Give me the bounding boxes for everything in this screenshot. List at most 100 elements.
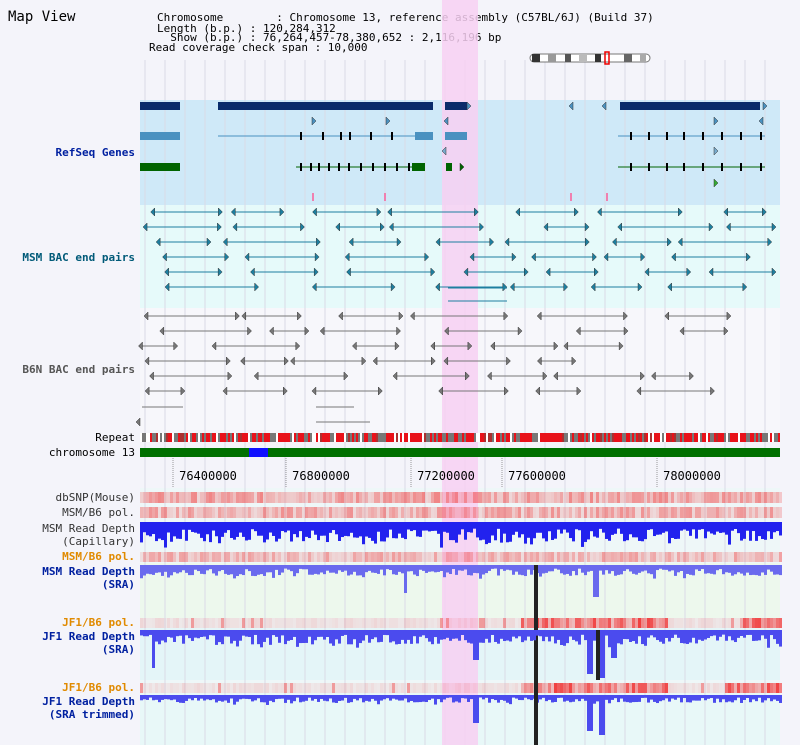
msm-bac-pair-end [531,252,536,262]
msm-pol2-cell [326,552,329,562]
jf1-trim-depth-bar [434,695,437,705]
msm-pol-cell [341,507,344,518]
jf1-trim-depth-bar [515,695,518,699]
msm-capillary-depth-bar [533,522,536,539]
gene-arrow [713,116,719,126]
repeat-segment [242,433,244,442]
msm-capillary-depth-bar [299,522,302,532]
repeat-segment [484,433,486,442]
msm-bac-pair-end [250,267,255,277]
jf1-trim-depth-bar [482,695,485,700]
msm-pol2-cell [299,552,302,562]
jf1-pol2-cell [188,683,191,693]
jf1-trim-depth-bar [185,695,188,701]
jf1-trim-depth-bar [197,695,200,701]
msm-pol2-cell [578,552,581,562]
dbsnp-cell [641,492,644,503]
jf1-sra-depth-bar [569,630,572,637]
dbsnp-cell [491,492,494,503]
jf1-pol-cell [296,618,299,628]
jf1-trim-depth-bar [281,695,284,699]
repeat-segment [746,433,748,442]
repeat-segment [726,433,728,442]
jf1-trim-depth-bar [734,695,737,701]
jf1-pol-cell [380,618,383,628]
msm-pol2-cell [515,552,518,562]
jf1-pol-cell [476,618,479,628]
gene-arrow [443,116,449,126]
msm-pol2-cell [287,552,290,562]
jf1-trim-depth-bar [293,695,296,702]
msm-capillary-depth-bar [632,522,635,538]
dbsnp-cell [626,492,629,503]
msm-pol2-cell [368,552,371,562]
jf1-pol-cell [710,618,713,628]
msm-pol-cell [620,507,623,518]
jf1-pol-cell [287,618,290,628]
msm-pol2-cell [536,552,539,562]
dbsnp-cell [725,492,728,503]
msm-pol-cell [146,507,149,518]
msm-sra-depth-bar [749,565,752,576]
msm-pol2-cell [365,552,368,562]
msm-pol-cell [779,507,782,518]
msm-sra-depth-bar [455,565,458,575]
jf1-trim-depth-bar [761,695,764,703]
jf1-pol2-cell [737,683,740,693]
msm-pol2-cell [647,552,650,562]
msm-sra-depth-bar [503,565,506,571]
msm-sra-depth-bar [140,565,143,579]
repeat-segment [584,433,586,442]
msm-pol2-cell [248,552,251,562]
dbsnp-cell [761,492,764,503]
repeat-segment [156,433,158,442]
msm-sra-depth-bar [404,565,407,593]
dbsnp-cell [683,492,686,503]
refseq-exon [391,132,393,140]
jf1-pol-cell [215,618,218,628]
jf1-pol2-cell [332,683,335,693]
jf1-pol2-cell [764,683,767,693]
jf1-trim-depth-bar [410,695,413,701]
msm-bac-pair-end [244,252,250,262]
jf1-pol2-cell [512,683,515,693]
jf1-sra-depth-bar [275,630,278,637]
jf1-pol2-cell [461,683,464,693]
repeat-segment [730,433,732,442]
jf1-trim-depth-bar [731,695,734,703]
msm-pol2-cell [167,552,170,562]
refseq-exon [702,132,704,140]
msm-bac-pair-end [708,222,714,232]
repeat-segment [532,433,534,442]
jf1-trim-depth-bar [254,695,257,701]
repeat-segment [462,433,464,442]
jf1-pol2-cell [707,683,710,693]
msm-capillary-depth-bar [275,522,278,542]
repeat-segment [576,433,578,442]
dbsnp-cell [407,492,410,503]
msm-pol2-cell [422,552,425,562]
jf1-pol-cell [554,618,557,628]
msm-sra-depth-bar [443,565,446,578]
dbsnp-cell [767,492,770,503]
dbsnp-cell [776,492,779,503]
dbsnp-cell [473,492,476,503]
msm-pol-cell [698,507,701,518]
msm-pol2-cell [722,552,725,562]
repeat-segment [410,433,412,442]
dbsnp-cell [143,492,146,503]
msm-pol-cell [224,507,227,518]
repeat-segment [566,433,568,442]
jf1-pol2-cell [722,683,725,693]
msm-sra-depth-bar [626,565,629,570]
jf1-trim-depth-bar [473,695,476,723]
msm-pol-cell [443,507,446,518]
jf1-pol-cell [305,618,308,628]
jf1-trim-depth-bar [179,695,182,703]
msm-capillary-depth-bar [257,522,260,536]
msm-pol-cell [464,507,467,518]
msm-pol-cell [467,507,470,518]
msm-pol2-cell [584,552,587,562]
repeat-segment [460,433,462,442]
